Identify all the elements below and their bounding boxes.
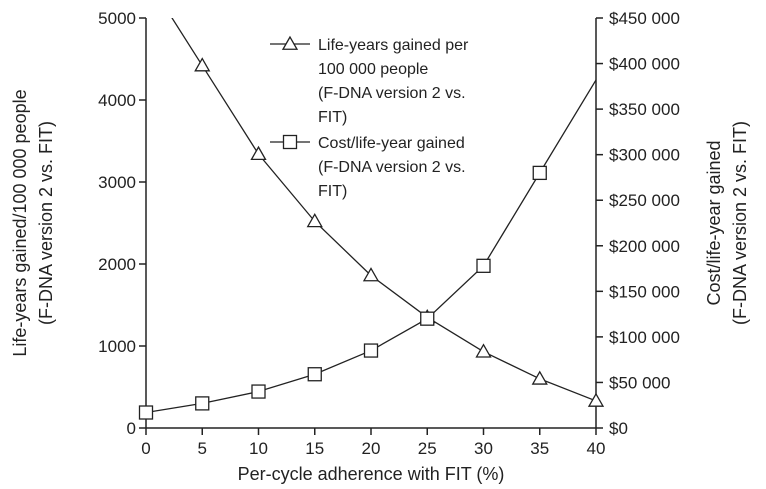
life-years-point xyxy=(475,343,492,358)
cost-point xyxy=(251,384,266,399)
cost-point xyxy=(476,258,491,273)
x-tick-label: 15 xyxy=(305,439,324,458)
series-1-line-group xyxy=(146,78,596,414)
y-left-tick-label: 5000 xyxy=(98,9,136,28)
legend-marker-0 xyxy=(281,35,299,50)
y-right-tick-label: $200 000 xyxy=(609,237,680,256)
y-left-tick-label: 4000 xyxy=(98,91,136,110)
y-left-tick-label: 3000 xyxy=(98,173,136,192)
cost-point xyxy=(420,311,435,326)
x-tick-label: 5 xyxy=(198,439,207,458)
y-right-tick-label: $100 000 xyxy=(609,328,680,347)
x-tick-label: 25 xyxy=(418,439,437,458)
x-tick-label: 0 xyxy=(141,439,150,458)
y-right-tick-label: $0 xyxy=(609,419,628,438)
legend-label: (F-DNA version 2 vs. xyxy=(318,159,466,176)
life-years-point xyxy=(587,392,605,407)
x-tick-label: 40 xyxy=(587,439,606,458)
legend-label: FIT) xyxy=(318,109,347,126)
chart-legend: Life-years gained per 100 000 people (F-DN… xyxy=(270,35,469,200)
y-right-tick-label: $450 000 xyxy=(609,9,680,28)
cost-point xyxy=(532,165,547,181)
cost-point xyxy=(138,405,154,420)
life-years-point xyxy=(194,57,211,72)
cost-point xyxy=(363,343,379,358)
chart-series xyxy=(138,18,605,420)
x-tick-label: 20 xyxy=(362,439,381,458)
x-axis-title: Per-cycle adherence with FIT (%) xyxy=(238,464,505,484)
legend-label: Cost/life-year gained xyxy=(318,135,465,152)
legend-label: (F-DNA version 2 vs. xyxy=(318,85,466,102)
y-right-tick-label: $150 000 xyxy=(609,282,680,301)
y-right-tick-label: $250 000 xyxy=(609,191,680,210)
y-left-tick-label: 1000 xyxy=(98,337,136,356)
x-tick-label: 10 xyxy=(249,439,268,458)
y-right-tick-label: $350 000 xyxy=(609,100,680,119)
x-tick-label: 35 xyxy=(530,439,549,458)
y-left-tick-label: 2000 xyxy=(98,255,136,274)
chart-axes: 0 5 10 15 20 25 30 35 40 0 1000 2000 3000 4000 5000 $0 $… xyxy=(10,9,750,484)
y-right-axis-title: Cost/life-year gained xyxy=(704,140,724,305)
legend-label: Life-years gained per xyxy=(318,37,469,54)
legend-marker-1 xyxy=(282,134,298,150)
cost-point xyxy=(307,367,322,382)
y-right-tick-label: $300 000 xyxy=(609,146,680,165)
y-left-tick-label: 0 xyxy=(127,419,136,438)
y-right-axis-title: (F-DNA version 2 vs. FIT) xyxy=(730,121,750,325)
cost-point xyxy=(195,396,210,411)
series-1-line xyxy=(146,78,596,414)
y-right-tick-label: $50 000 xyxy=(609,373,670,392)
y-left-axis-title: (F-DNA version 2 vs. FIT) xyxy=(36,121,56,325)
y-left-axis-title: Life-years gained/100 000 people xyxy=(10,89,30,356)
life-years-point xyxy=(362,267,380,282)
x-tick-label: 30 xyxy=(474,439,493,458)
life-years-point xyxy=(250,145,267,161)
life-years-point xyxy=(531,370,548,385)
y-right-tick-label: $400 000 xyxy=(609,55,680,74)
legend-label: FIT) xyxy=(318,183,347,200)
legend-label: 100 000 people xyxy=(318,61,428,78)
life-years-point xyxy=(306,213,323,228)
